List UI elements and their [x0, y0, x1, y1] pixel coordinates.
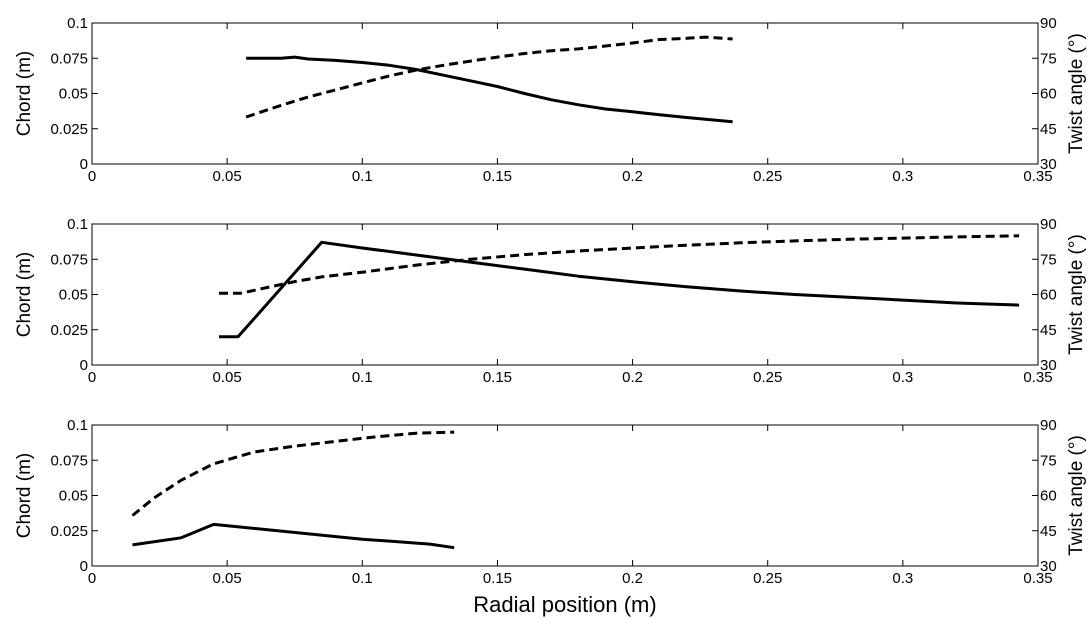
y-left-tick-label: 0.05 — [59, 86, 88, 103]
x-tick-label: 0.2 — [622, 369, 643, 386]
y-left-tick-label: 0.05 — [59, 287, 88, 304]
chord-line — [132, 522, 455, 550]
chord-line — [219, 240, 1020, 339]
x-tick-label: 0.15 — [483, 168, 512, 185]
x-tick-label: 0.1 — [352, 168, 373, 185]
y-right-tick-label: 30 — [1040, 156, 1057, 173]
x-tick-label: 0.3 — [892, 168, 913, 185]
x-tick-label: 0.25 — [753, 369, 782, 386]
y-left-axis-label: Chord (m) — [14, 51, 35, 137]
x-tick-label: 0.15 — [483, 570, 512, 587]
x-axis-label: Radial position (m) — [473, 592, 656, 617]
y-left-tick-label: 0.025 — [50, 121, 88, 138]
y-left-tick-label: 0 — [80, 357, 88, 374]
y-left-tick-label: 0.1 — [67, 417, 88, 434]
y-right-tick-label: 75 — [1040, 50, 1057, 67]
x-tick-label: 0.25 — [753, 570, 782, 587]
x-tick-label: 0.3 — [892, 570, 913, 587]
x-tick-label: 0.05 — [213, 369, 242, 386]
x-tick-label: 0.1 — [352, 570, 373, 587]
twist-angle-line — [245, 35, 733, 119]
panel-3: 0 0.05 0.1 0.15 0.2 0.25 0.3 0.35 0 0.025 0.05 0.07… — [14, 417, 1087, 617]
y-right-tick-label: 60 — [1040, 287, 1057, 304]
axes-frame — [91, 424, 1039, 567]
y-left-tick-label: 0.025 — [50, 322, 88, 339]
y-right-tick-label: 90 — [1040, 15, 1057, 32]
x-tick-label: 0.35 — [1023, 369, 1052, 386]
twist-angle-line — [131, 430, 455, 517]
y-left-tick-label: 0.025 — [50, 523, 88, 540]
panel-1: 0 0.05 0.1 0.15 0.2 0.25 0.3 0.35 0 0.025 0.05 0.07… — [14, 15, 1087, 185]
x-tick-label: 0 — [88, 570, 96, 587]
y-right-tick-label: 75 — [1040, 251, 1057, 268]
y-left-tick-label: 0 — [80, 156, 88, 173]
x-tick-label: 0.35 — [1023, 168, 1052, 185]
twist-angle-line — [219, 234, 1020, 295]
x-tick-label: 0.2 — [622, 570, 643, 587]
y-right-tick-label: 60 — [1040, 488, 1057, 505]
y-left-tick-label: 0.075 — [50, 50, 88, 67]
y-right-tick-label: 45 — [1040, 523, 1057, 540]
axes-frame — [91, 22, 1039, 165]
y-left-tick-label: 0.1 — [67, 216, 88, 233]
x-tick-label: 0.35 — [1023, 570, 1052, 587]
x-tick-label: 0.2 — [622, 168, 643, 185]
y-left-tick-label: 0 — [80, 558, 88, 575]
y-right-axis-label: Twist angle (°) — [1066, 234, 1087, 355]
y-right-tick-label: 60 — [1040, 86, 1057, 103]
y-right-tick-label: 45 — [1040, 121, 1057, 138]
y-left-axis-label: Chord (m) — [14, 453, 35, 539]
panel-2: 0 0.05 0.1 0.15 0.2 0.25 0.3 0.35 0 0.025 0.05 0.07… — [14, 216, 1087, 386]
y-right-tick-label: 45 — [1040, 322, 1057, 339]
y-left-axis-label: Chord (m) — [14, 252, 35, 338]
y-right-axis-label: Twist angle (°) — [1066, 435, 1087, 556]
y-left-tick-label: 0.1 — [67, 15, 88, 32]
y-left-tick-label: 0.075 — [50, 452, 88, 469]
y-left-tick-label: 0.05 — [59, 488, 88, 505]
x-tick-label: 0.1 — [352, 369, 373, 386]
x-tick-label: 0.05 — [213, 570, 242, 587]
chord-line — [246, 55, 733, 124]
x-tick-label: 0.05 — [213, 168, 242, 185]
y-right-tick-label: 90 — [1040, 417, 1057, 434]
y-right-axis-label: Twist angle (°) — [1066, 33, 1087, 154]
x-tick-label: 0.25 — [753, 168, 782, 185]
x-tick-label: 0 — [88, 369, 96, 386]
y-right-tick-label: 30 — [1040, 558, 1057, 575]
y-right-tick-label: 75 — [1040, 452, 1057, 469]
y-right-tick-label: 30 — [1040, 357, 1057, 374]
x-tick-label: 0 — [88, 168, 96, 185]
y-left-tick-label: 0.075 — [50, 251, 88, 268]
x-tick-label: 0.15 — [483, 369, 512, 386]
y-right-tick-label: 90 — [1040, 216, 1057, 233]
x-tick-label: 0.3 — [892, 369, 913, 386]
